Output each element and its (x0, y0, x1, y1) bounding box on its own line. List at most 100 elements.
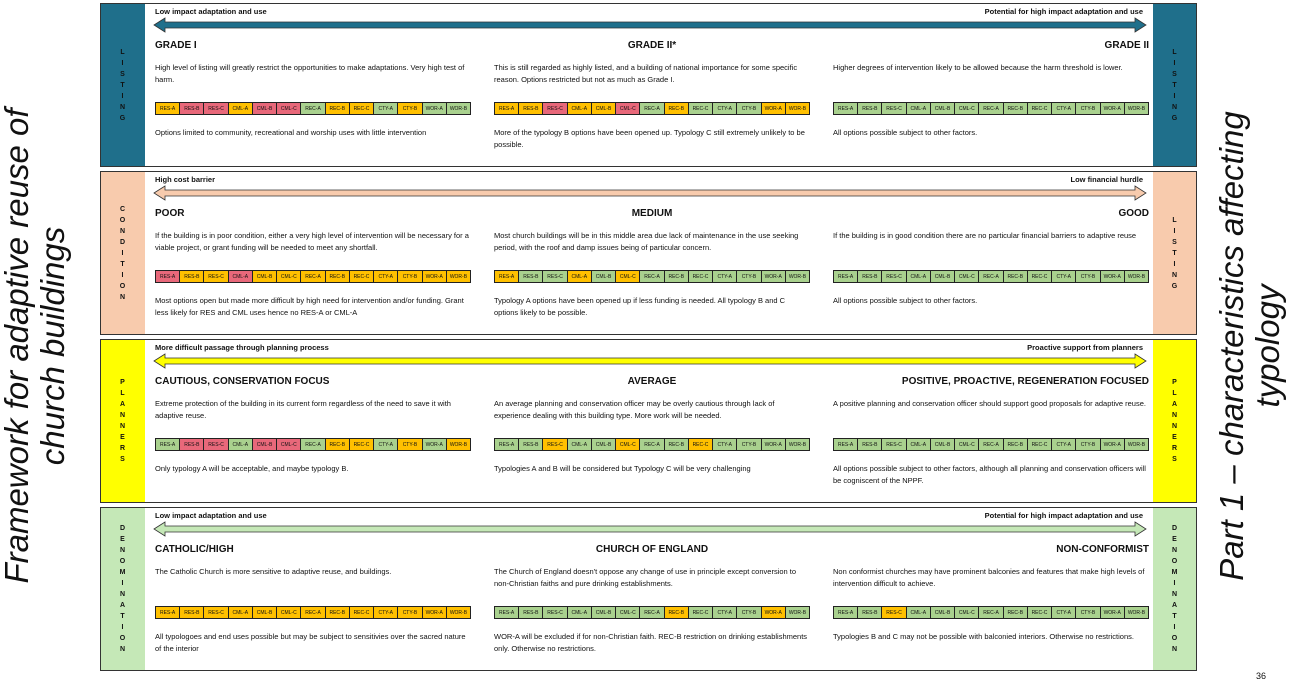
option-cell: REC-C (1027, 607, 1053, 618)
option-cell: WOR-A (422, 271, 447, 282)
option-cell: CTY-A (713, 607, 738, 618)
option-cell: WOR-B (1124, 271, 1149, 282)
column-note: Typology A options have been opened up i… (494, 296, 786, 317)
column-description: If the building is in poor condition, ei… (155, 231, 469, 252)
scale-left-note: High cost barrier (155, 175, 216, 184)
option-cell: RES-B (858, 607, 883, 618)
option-cell: WOR-B (446, 103, 471, 114)
option-cell: CML-C (277, 103, 302, 114)
column-note: Only typology A will be acceptable, and … (155, 464, 349, 473)
option-cell: CML-B (252, 439, 278, 450)
column-description: This is still regarded as highly listed,… (494, 63, 798, 84)
option-strip: RES-A RES-B RES-C CML-A CML-B CML-C REC-A REC-B… (494, 270, 810, 283)
option-strip: RES-A RES-B RES-C CML-A CML-B CML-C REC-A REC-B… (494, 606, 810, 619)
option-strip: RES-A RES-B RES-C CML-A CML-B CML-C REC-A REC-B… (833, 102, 1149, 115)
scale-left-note: Low impact adaptation and use (155, 7, 267, 16)
band: PLANNERS PLANNERS More difficult passage t… (100, 339, 1197, 503)
option-cell: REC-B (1003, 103, 1028, 114)
option-strip: RES-A RES-B RES-C CML-A CML-B CML-C REC-A REC-B… (494, 438, 810, 451)
column: CATHOLIC/HIGH The Catholic Church is more… (155, 544, 471, 655)
option-cell: CTY-B (398, 439, 423, 450)
option-cell: REC-B (325, 103, 350, 114)
side-label-text: DENOMINATION (119, 525, 126, 653)
band: DENOMINATION DENOMINATION Low impact adapt… (100, 507, 1197, 671)
column-description: A positive planning and conservation off… (833, 399, 1146, 408)
option-strip: RES-A RES-B RES-C CML-A CML-B CML-C REC-A REC-B… (155, 438, 471, 451)
option-strip: RES-A RES-B RES-C CML-A CML-B CML-C REC-A REC-B… (155, 606, 471, 619)
option-cell: CML-B (591, 271, 617, 282)
option-cell: RES-B (858, 103, 883, 114)
option-cell: CML-A (228, 607, 253, 618)
column: CAUTIOUS, CONSERVATION FOCUS Extreme prot… (155, 376, 471, 475)
option-cell: CTY-B (737, 439, 762, 450)
column-description: Extreme protection of the building in it… (155, 399, 451, 420)
option-strip: RES-A RES-B RES-C CML-A CML-B CML-C REC-A REC-B… (155, 102, 471, 115)
scale-left-note: Low impact adaptation and use (155, 511, 267, 520)
option-cell: RES-B (180, 607, 205, 618)
column-heading: POSITIVE, PROACTIVE, REGENERATION FOCUSE… (901, 376, 1149, 387)
side-label-text: PLANNERS (1171, 379, 1178, 463)
option-cell: CTY-B (1076, 271, 1101, 282)
option-cell: REC-A (979, 439, 1004, 450)
side-label-text: DENOMINATION (1171, 525, 1178, 653)
scale-right-note: Low financial hurdle (1070, 175, 1143, 184)
scale-left-note: More difficult passage through planning … (155, 343, 329, 352)
column-description: Non conformist churches may have promine… (833, 567, 1145, 588)
side-label-text: PLANNERS (119, 379, 126, 463)
option-cell: RES-B (519, 103, 544, 114)
option-cell: CML-B (930, 439, 956, 450)
option-cell: CML-C (955, 271, 980, 282)
option-cell: WOR-B (1124, 103, 1149, 114)
option-cell: CTY-A (1052, 439, 1077, 450)
content: Low impact adaptation and use Potential f… (145, 508, 1153, 670)
column-note: Options limited to community, recreation… (155, 128, 427, 137)
option-cell: CTY-A (1052, 607, 1077, 618)
option-cell: CTY-B (737, 103, 762, 114)
side-label-text: LISTING (1171, 216, 1178, 290)
option-cell: REC-A (640, 607, 665, 618)
option-cell: RES-A (495, 271, 520, 282)
option-cell: REC-A (301, 271, 326, 282)
option-cell: CML-A (567, 271, 592, 282)
column-note: All options possible subject to other fa… (833, 296, 978, 305)
side-label-text: LISTING (119, 48, 126, 122)
side-label: LISTING (101, 4, 144, 166)
option-cell: CML-B (252, 271, 278, 282)
option-cell: WOR-B (1124, 439, 1149, 450)
option-cell: RES-A (834, 103, 859, 114)
scale-arrow (153, 353, 1147, 369)
option-cell: REC-C (1027, 271, 1053, 282)
option-cell: REC-A (640, 103, 665, 114)
option-cell: CTY-A (713, 439, 738, 450)
option-cell: REC-A (979, 607, 1004, 618)
option-cell: CTY-B (398, 271, 423, 282)
option-cell: RES-C (204, 607, 229, 618)
column-heading: CAUTIOUS, CONSERVATION FOCUS (155, 376, 330, 387)
column-note: All options possible subject to other fa… (833, 128, 978, 137)
option-cell: CML-B (930, 271, 956, 282)
side-label-text: LISTING (1171, 48, 1178, 122)
scale-right-note: Proactive support from planners (1027, 343, 1143, 352)
side-label-text: CONDITION (119, 205, 126, 301)
option-cell: CML-C (277, 607, 302, 618)
option-cell: CML-C (616, 607, 641, 618)
option-cell: WOR-A (1100, 103, 1125, 114)
option-cell: RES-C (543, 271, 568, 282)
side-label: LISTING (1153, 172, 1196, 334)
option-cell: REC-A (979, 103, 1004, 114)
column: GRADE II* This is still regarded as highl… (494, 40, 810, 151)
option-cell: WOR-B (446, 271, 471, 282)
side-label: DENOMINATION (1153, 508, 1196, 670)
option-strip: RES-A RES-B RES-C CML-A CML-B CML-C REC-A REC-B… (494, 102, 810, 115)
option-cell: RES-A (156, 607, 181, 618)
option-cell: REC-B (664, 271, 689, 282)
option-cell: WOR-A (761, 103, 786, 114)
option-cell: CML-B (591, 103, 617, 114)
content: More difficult passage through planning … (145, 340, 1153, 502)
column-note: WOR-A will be excluded if for non-Christ… (494, 632, 808, 653)
option-strip: RES-A RES-B RES-C CML-A CML-B CML-C REC-A REC-B… (833, 438, 1149, 451)
option-cell: RES-A (156, 271, 181, 282)
column-note: Most options open but made more difficul… (155, 296, 464, 317)
option-cell: RES-C (204, 271, 229, 282)
